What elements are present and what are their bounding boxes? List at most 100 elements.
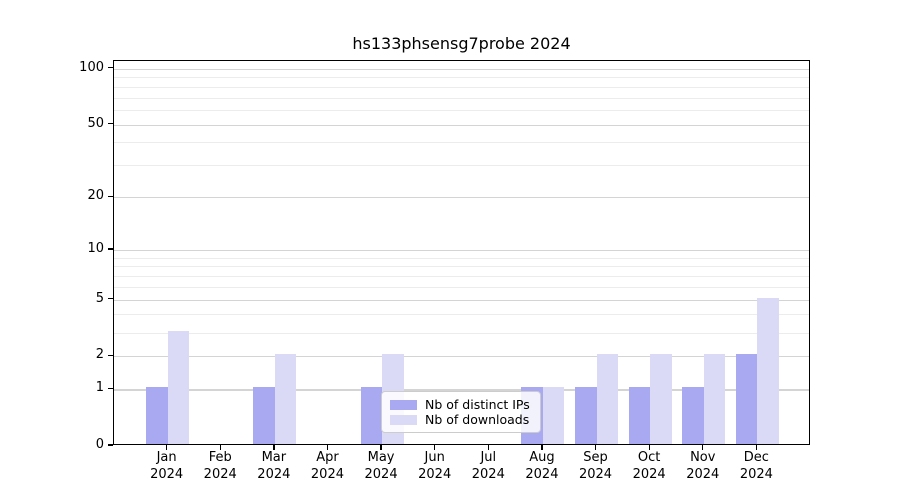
x-tick-label: Sep 2024 <box>556 450 636 483</box>
bar-downloads <box>274 354 297 444</box>
y-tick-label: 50 <box>87 115 104 131</box>
x-tick-month: Sep <box>583 450 608 465</box>
x-tick-year: 2024 <box>203 466 237 482</box>
bar-distinct-ips <box>628 387 651 444</box>
bar-distinct-ips <box>735 354 758 444</box>
gridline-major <box>114 197 809 199</box>
x-tick-month: Jan <box>156 450 177 465</box>
gridline-minor <box>114 97 809 99</box>
bar-distinct-ips <box>682 387 704 444</box>
legend: Nb of distinct IPs Nb of downloads <box>381 391 541 433</box>
x-tick-mark <box>219 445 221 450</box>
x-tick-mark <box>541 445 543 450</box>
x-tick-year: 2024 <box>364 466 398 482</box>
x-tick-mark <box>487 445 489 450</box>
y-tick-mark <box>108 122 113 125</box>
bar-downloads <box>757 297 779 444</box>
x-tick-mark <box>594 445 597 450</box>
legend-swatch-distinct-ips-icon <box>390 399 417 410</box>
y-tick-mark <box>108 387 113 390</box>
x-tick-month: Oct <box>637 450 661 465</box>
y-tick-mark <box>108 444 113 446</box>
y-tick-mark <box>108 67 113 69</box>
x-tick-mark <box>380 445 382 450</box>
x-tick-mark <box>273 445 275 450</box>
x-tick-label: May 2024 <box>341 450 421 483</box>
x-tick-year: 2024 <box>471 466 505 482</box>
legend-item-distinct-ips: Nb of distinct IPs <box>390 397 532 412</box>
x-tick-month: Apr <box>316 450 339 465</box>
bar-distinct-ips <box>253 387 275 444</box>
x-tick-year: 2024 <box>739 466 773 482</box>
x-tick-mark <box>755 445 758 450</box>
x-tick-month: Aug <box>529 450 555 465</box>
x-tick-month: May <box>367 450 395 465</box>
legend-label-downloads: Nb of downloads <box>425 412 530 427</box>
gridline-minor <box>114 266 809 268</box>
x-tick-label: Jan 2024 <box>127 450 207 483</box>
bar-downloads <box>703 354 726 444</box>
bar-distinct-ips <box>146 387 168 444</box>
y-tick-label: 100 <box>79 59 104 75</box>
x-tick-mark <box>326 445 329 450</box>
gridline-major <box>114 249 809 252</box>
y-tick-mark <box>108 248 113 250</box>
x-tick-year: 2024 <box>257 466 291 482</box>
chart-title: hs133phsensg7probe 2024 <box>352 34 571 53</box>
bar-distinct-ips <box>575 387 597 444</box>
gridline-major <box>114 389 809 391</box>
legend-label-distinct-ips: Nb of distinct IPs <box>425 397 530 412</box>
gridline-minor <box>114 257 809 259</box>
legend-swatch-downloads-icon <box>390 414 417 425</box>
x-tick-month: Feb <box>208 450 232 465</box>
x-tick-label: Mar 2024 <box>234 450 314 483</box>
y-tick-label: 1 <box>95 380 104 396</box>
y-tick-label: 5 <box>95 290 104 306</box>
gridline-major <box>114 356 809 358</box>
x-tick-label: Aug 2024 <box>502 450 582 483</box>
gridline-major <box>114 68 809 70</box>
y-tick-mark <box>108 195 113 197</box>
gridline-minor <box>114 332 809 334</box>
x-tick-label: Jun 2024 <box>395 450 475 483</box>
x-tick-mark <box>648 445 650 450</box>
x-tick-year: 2024 <box>310 466 344 482</box>
x-tick-year: 2024 <box>632 466 666 482</box>
x-tick-label: Nov 2024 <box>663 450 743 483</box>
gridline-major <box>114 299 809 301</box>
bar-downloads <box>650 354 672 444</box>
x-tick-month: Jun <box>424 450 445 465</box>
x-tick-year: 2024 <box>578 466 613 482</box>
gridline-major <box>114 124 809 126</box>
x-tick-label: Oct 2024 <box>609 450 689 483</box>
x-tick-label: Apr 2024 <box>287 450 367 483</box>
gridline-minor <box>114 77 809 79</box>
x-tick-mark <box>166 445 168 450</box>
x-tick-mark <box>434 445 436 450</box>
y-tick-mark <box>108 354 113 356</box>
x-tick-month: Mar <box>261 450 287 465</box>
x-tick-year: 2024 <box>418 466 452 482</box>
gridline-minor <box>114 276 809 277</box>
y-tick-label: 20 <box>87 188 104 204</box>
x-tick-label: Jul 2024 <box>448 450 528 483</box>
gridline-minor <box>114 86 809 88</box>
bar-downloads <box>542 387 565 444</box>
bar-downloads <box>596 354 618 444</box>
gridline-minor <box>114 142 809 144</box>
x-tick-year: 2024 <box>686 466 720 482</box>
bar-distinct-ips <box>360 387 383 444</box>
x-tick-label: Feb 2024 <box>180 450 260 483</box>
y-tick-label: 10 <box>87 240 104 256</box>
gridline-minor <box>114 165 809 167</box>
y-tick-mark <box>108 297 113 300</box>
bar-downloads <box>167 330 190 444</box>
gridline-minor <box>114 286 809 288</box>
x-tick-year: 2024 <box>525 466 559 482</box>
y-tick-label: 0 <box>95 437 104 452</box>
x-tick-month: Nov <box>690 450 716 465</box>
y-tick-label: 2 <box>95 347 104 363</box>
x-tick-year: 2024 <box>150 466 184 482</box>
plot-area <box>113 60 810 445</box>
